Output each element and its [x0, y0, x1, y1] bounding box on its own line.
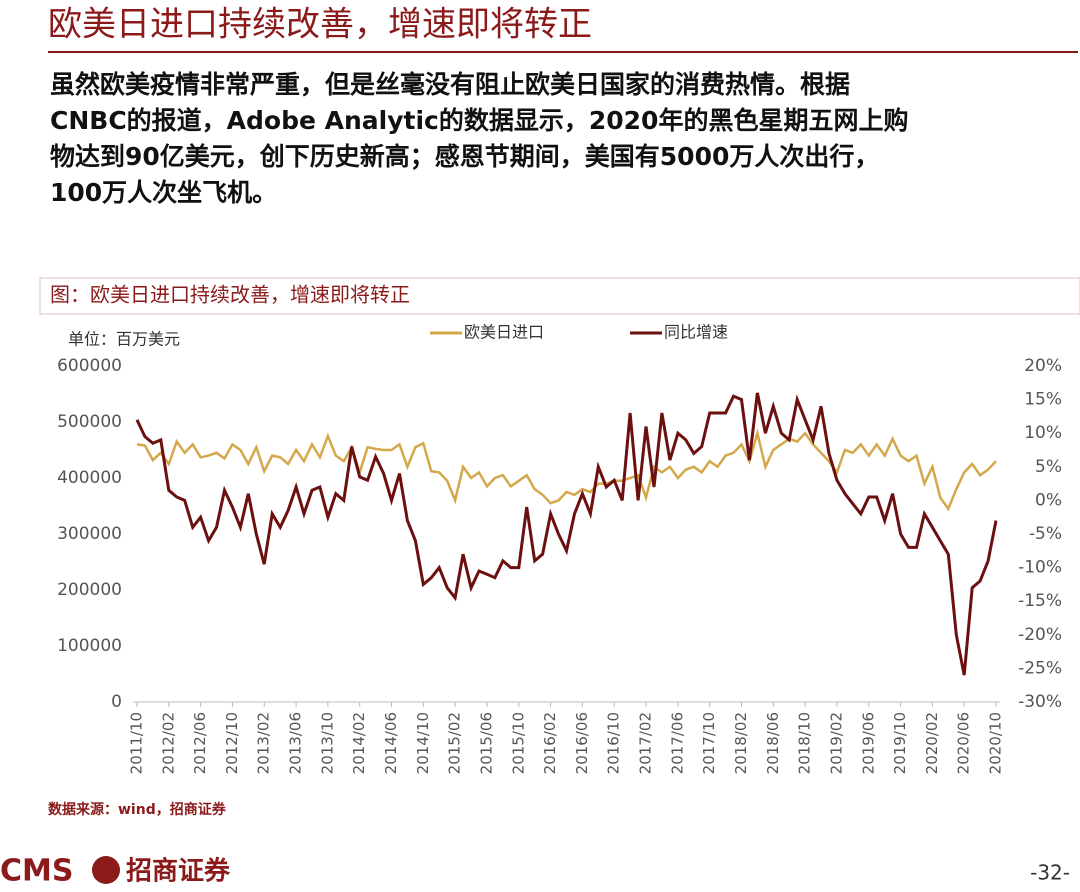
x-tick-label: 2019/10	[891, 712, 909, 774]
y-tick-label: 200000	[57, 580, 122, 600]
x-tick-label: 2014/02	[350, 712, 368, 774]
body-line: CNBC的报道，Adobe Analytic的数据显示，2020年的黑色星期五网…	[50, 106, 908, 135]
x-tick-label: 2018/10	[796, 712, 814, 774]
x-tick-label: 2013/02	[255, 712, 273, 774]
page-number: -32-	[1030, 861, 1070, 885]
plot: 0 100000 200000 300000 400000 500000 600000 -30…	[57, 323, 1062, 775]
source: 数据来源：wind，招商证券	[48, 801, 227, 818]
x-tick-label: 2014/10	[414, 712, 432, 774]
series-line	[136, 428, 997, 512]
x-tick-label: 2015/10	[509, 712, 527, 774]
body-line: 物达到90亿美元，创下历史新高；感恩节期间，美国有5000万人次出行，	[50, 142, 879, 171]
logo-icon	[92, 856, 120, 884]
body-line: 虽然欧美疫情非常严重，但是丝毫没有阻止欧美日国家的消费热情。根据	[50, 70, 850, 99]
body-line: 100万人次坐飞机。	[50, 178, 277, 207]
legend-label: 同比增速	[664, 323, 728, 342]
y2-tick-label: -10%	[1018, 558, 1062, 578]
company: 招商证券	[126, 856, 231, 887]
y-tick-label: 300000	[57, 524, 122, 544]
x-tick-label: 2018/02	[732, 712, 750, 774]
y2-tick-label: -30%	[1018, 692, 1062, 712]
unit-label: 单位：百万美元	[68, 330, 180, 349]
y2-tick-label: 15%	[1024, 390, 1062, 410]
y2-tick-label: -5%	[1029, 524, 1062, 544]
y2-tick-label: -20%	[1018, 625, 1062, 645]
x-tick-label: 2015/02	[446, 712, 464, 774]
x-tick-label: 2012/10	[223, 712, 241, 774]
y2-tick-label: -15%	[1018, 591, 1062, 611]
x-tick-label: 2020/10	[987, 712, 1005, 774]
legend-label: 欧美日进口	[464, 323, 544, 342]
x-tick-label: 2016/06	[573, 712, 591, 774]
x-tick-label: 2012/06	[191, 712, 209, 774]
x-tick-label: 2013/10	[318, 712, 336, 774]
x-tick-label: 2019/02	[827, 712, 845, 774]
slide-title: 欧美日进口持续改善，增速即将转正	[48, 5, 592, 45]
chart-title-box	[39, 277, 1080, 315]
chart-title: 图：欧美日进口持续改善，增速即将转正	[50, 283, 410, 307]
y-tick-label: 100000	[57, 636, 122, 656]
x-tick-label: 2020/06	[955, 712, 973, 774]
y2-tick-label: 10%	[1024, 423, 1062, 443]
y2-tick-label: 5%	[1035, 457, 1062, 477]
x-tick-label: 2016/10	[605, 712, 623, 774]
y2-tick-label: -25%	[1018, 658, 1062, 678]
y-tick-label: 0	[111, 692, 122, 712]
x-tick-label: 2011/10	[127, 712, 145, 774]
x-tick-label: 2019/06	[859, 712, 877, 774]
logo: CMS	[0, 854, 73, 889]
y-tick-label: 500000	[57, 412, 122, 432]
x-tick-label: 2017/10	[700, 712, 718, 774]
x-tick-label: 2016/02	[541, 712, 559, 774]
y-tick-label: 600000	[57, 356, 122, 376]
x-tick-label: 2018/06	[764, 712, 782, 774]
x-tick-label: 2017/02	[637, 712, 655, 774]
x-tick-label: 2015/06	[477, 712, 495, 774]
y2-tick-label: 20%	[1024, 356, 1062, 376]
x-tick-label: 2012/02	[159, 712, 177, 774]
x-tick-label: 2020/02	[923, 712, 941, 774]
x-tick-label: 2013/06	[287, 712, 305, 774]
y2-tick-label: 0%	[1035, 490, 1062, 510]
x-tick-label: 2014/06	[382, 712, 400, 774]
series-line	[135, 392, 998, 676]
x-tick-label: 2017/06	[668, 712, 686, 774]
y-tick-label: 400000	[57, 468, 122, 488]
